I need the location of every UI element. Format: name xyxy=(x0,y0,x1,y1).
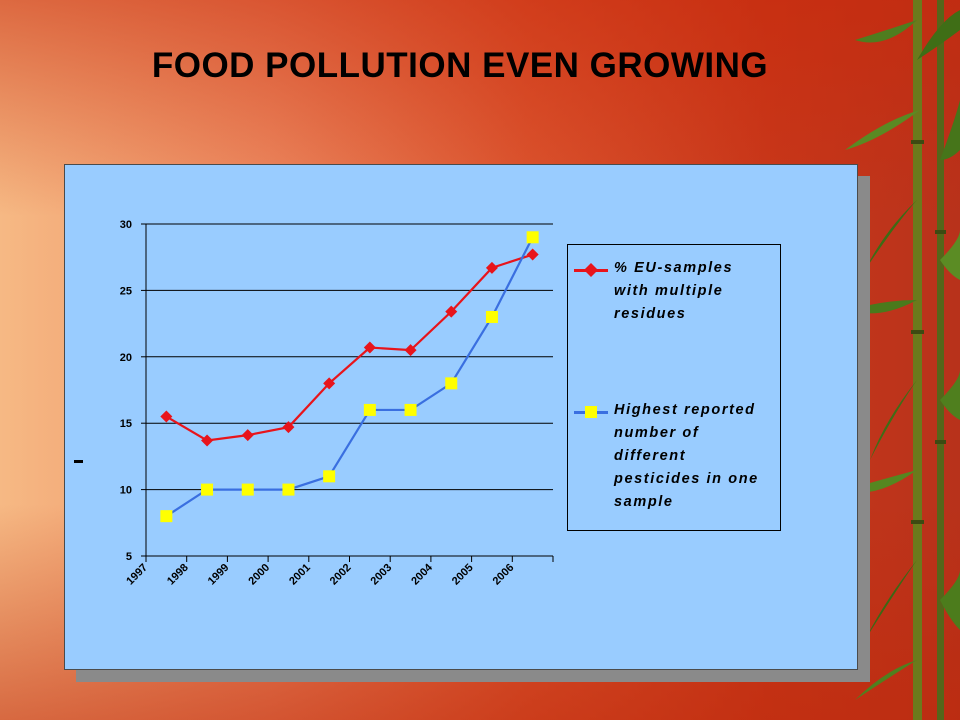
data-point-red-diamond xyxy=(526,248,539,261)
legend-item-blue-series: Highest reported number of different pes… xyxy=(568,399,782,524)
data-point-yellow-square xyxy=(282,483,295,496)
legend-red-line-2: with multiple xyxy=(614,283,724,299)
x-tick-label: 1997 xyxy=(124,562,150,588)
chart-legend: % EU-samples with multiple residues High… xyxy=(567,244,781,531)
legend-red-line-3: residues xyxy=(614,306,687,322)
x-tick-label: 1998 xyxy=(165,562,191,588)
y-tick-label: 5 xyxy=(126,551,132,563)
data-point-red-diamond xyxy=(282,421,295,434)
data-point-red-diamond xyxy=(445,305,458,318)
x-tick-label: 2001 xyxy=(287,562,313,588)
y-tick-label: 25 xyxy=(120,285,132,297)
data-point-yellow-square xyxy=(404,403,417,416)
data-point-red-diamond xyxy=(201,434,214,447)
legend-yellow-square-marker xyxy=(585,406,597,418)
legend-blue-line-3: different xyxy=(614,448,687,464)
x-tick-label: 2003 xyxy=(369,562,395,588)
data-point-yellow-square xyxy=(363,403,376,416)
data-point-red-diamond xyxy=(160,410,173,423)
data-point-red-diamond xyxy=(485,261,498,274)
data-point-yellow-square xyxy=(445,377,458,390)
x-tick-label: 2006 xyxy=(491,562,517,588)
x-tick-label: 2000 xyxy=(246,562,272,588)
data-point-yellow-square xyxy=(241,483,254,496)
axis-dash-mark xyxy=(74,460,83,463)
data-point-yellow-square xyxy=(485,310,498,323)
legend-blue-line-5: sample xyxy=(614,494,674,510)
data-point-yellow-square xyxy=(201,483,214,496)
data-point-red-diamond xyxy=(363,341,376,354)
legend-blue-line-4: pesticides in one xyxy=(614,471,759,487)
y-tick-label: 10 xyxy=(120,485,132,497)
y-tick-label: 20 xyxy=(120,352,132,364)
data-point-yellow-square xyxy=(526,231,539,244)
y-tick-label: 15 xyxy=(120,418,132,430)
legend-red-line-1: % EU-samples xyxy=(614,260,734,276)
x-tick-label: 2002 xyxy=(328,562,354,588)
legend-item-red-series: % EU-samples with multiple residues xyxy=(568,257,782,357)
x-tick-label: 2005 xyxy=(450,562,476,588)
data-point-yellow-square xyxy=(160,510,173,523)
legend-blue-line-1: Highest reported xyxy=(614,402,756,418)
series-line-1 xyxy=(165,236,534,518)
data-point-red-diamond xyxy=(241,429,254,442)
data-point-red-diamond xyxy=(323,377,336,390)
data-point-yellow-square xyxy=(323,470,336,483)
legend-red-diamond-marker xyxy=(584,263,598,277)
series-line-0 xyxy=(165,253,533,442)
x-tick-label: 1999 xyxy=(206,562,232,588)
x-tick-label: 2004 xyxy=(409,561,435,587)
slide-title: FOOD POLLUTION EVEN GROWING xyxy=(151,46,769,85)
y-tick-label: 30 xyxy=(120,219,132,231)
data-point-red-diamond xyxy=(404,344,417,357)
legend-blue-line-2: number of xyxy=(614,425,700,441)
